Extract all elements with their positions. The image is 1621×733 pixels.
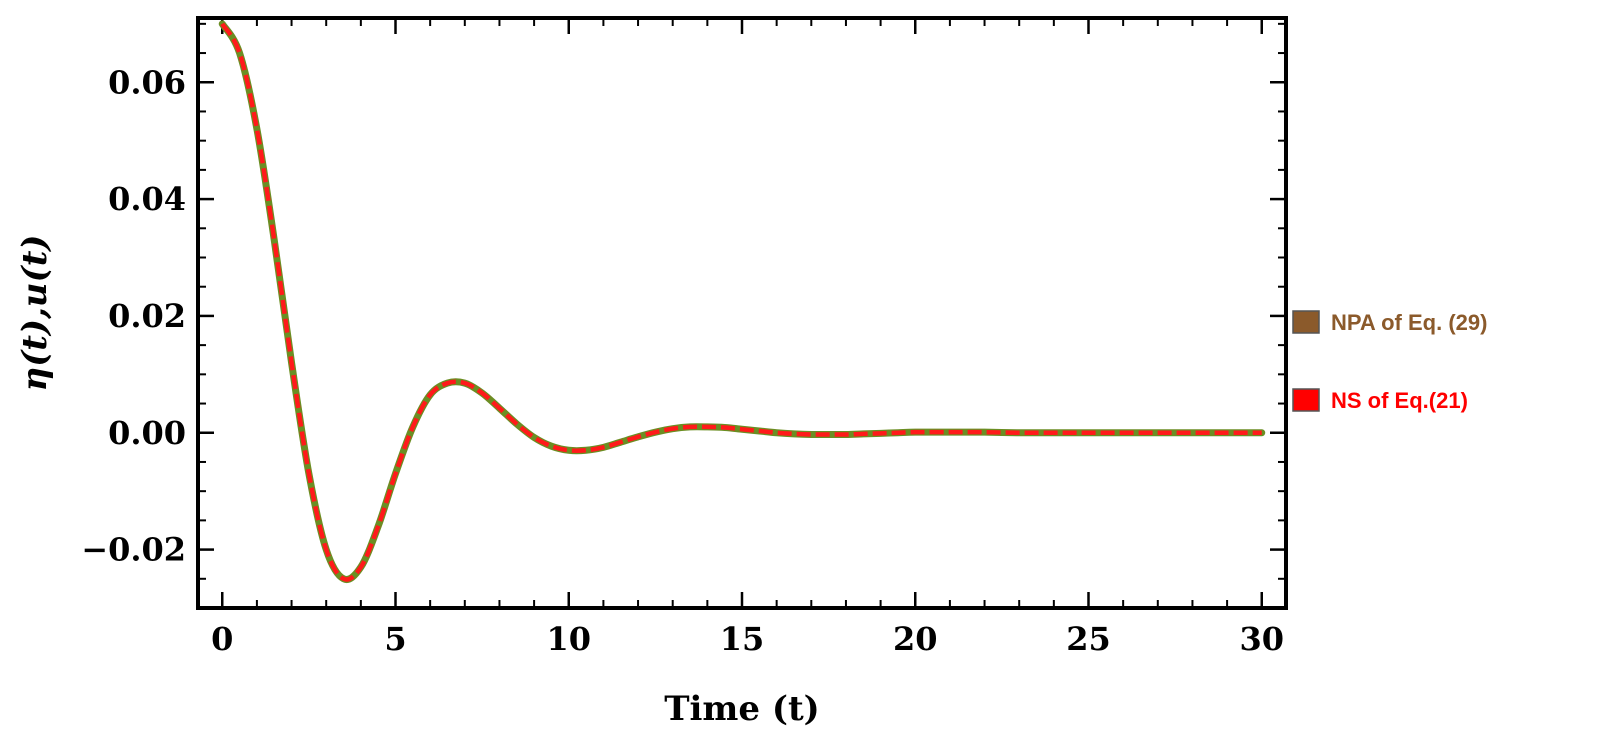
plot-frame — [196, 16, 1288, 610]
x-tick-label: 0 — [211, 620, 233, 658]
y-tick-label: 0.02 — [108, 297, 186, 335]
y-tick-label: 0.04 — [108, 180, 186, 218]
y-tick-labels: −0.02 0.00 0.02 0.04 0.06 — [81, 63, 186, 568]
series-line-ns — [220, 22, 1262, 582]
x-tick-labels: 0 5 10 15 20 25 30 — [211, 620, 1284, 658]
legend-label: NS of Eq.(21) — [1331, 388, 1468, 413]
y-tick-label: 0.00 — [108, 414, 186, 452]
x-tick-label: 5 — [384, 620, 406, 658]
x-axis-title: Time (t) — [664, 689, 820, 729]
x-tick-label: 15 — [720, 620, 765, 658]
x-tick-label: 30 — [1239, 620, 1284, 658]
x-tick-label: 10 — [546, 620, 591, 658]
y-axis-title: η(t),u(t) — [15, 234, 55, 391]
x-tick-label: 20 — [893, 620, 938, 658]
legend-swatch — [1292, 310, 1320, 334]
y-tick-label: −0.02 — [81, 531, 186, 569]
legend: NPA of Eq. (29) NS of Eq.(21) — [1292, 310, 1487, 413]
x-tick-label: 25 — [1066, 620, 1111, 658]
y-tick-label: 0.06 — [108, 63, 186, 101]
legend-swatch — [1292, 388, 1320, 412]
legend-label: NPA of Eq. (29) — [1331, 310, 1487, 335]
plot-lines — [218, 20, 1266, 583]
